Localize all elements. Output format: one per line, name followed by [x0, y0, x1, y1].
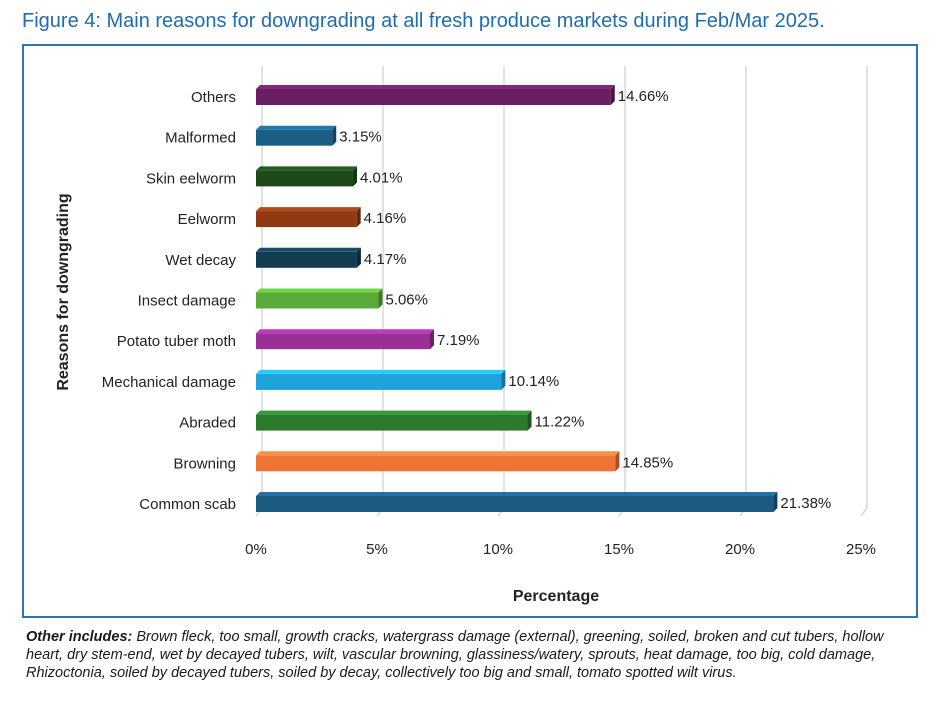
category-label: Common scab: [139, 496, 236, 513]
bar: [256, 333, 430, 350]
value-label: 4.17%: [364, 251, 407, 268]
bar: [256, 455, 616, 472]
bar-top: [256, 166, 358, 171]
x-tick-label: 15%: [604, 541, 634, 558]
bar: [256, 414, 528, 431]
bar: [256, 373, 502, 390]
bar-end: [527, 410, 532, 431]
bar: [256, 292, 379, 309]
bar-top: [256, 125, 337, 130]
bar-end: [332, 125, 337, 146]
bar-top: [256, 247, 361, 252]
bar-end: [773, 492, 778, 512]
bar-top: [256, 492, 778, 496]
bar-end: [501, 369, 506, 390]
category-label: Eelworm: [178, 211, 236, 228]
category-label: Potato tuber moth: [117, 333, 236, 350]
category-label: Abraded: [179, 415, 236, 432]
category-label: Malformed: [165, 130, 236, 147]
x-tick-label: 25%: [846, 541, 876, 558]
x-tick-label: 10%: [483, 541, 513, 558]
bar-top: [256, 451, 620, 456]
bar: [256, 129, 333, 146]
bar: [256, 170, 354, 187]
value-label: 14.85%: [622, 454, 673, 471]
category-label: Skin eelworm: [146, 170, 236, 187]
footnote: Other includes: Brown fleck, too small, …: [26, 628, 906, 682]
bar: [256, 496, 774, 512]
bar-end: [378, 288, 383, 309]
x-axis-title: Percentage: [513, 588, 599, 605]
value-label: 10.14%: [508, 373, 559, 390]
value-label: 4.01%: [360, 169, 403, 186]
value-label: 14.66%: [618, 88, 669, 105]
gridline-foot: [860, 507, 868, 517]
category-label: Mechanical damage: [102, 374, 236, 391]
bar-chart: 0% 5% 10% 15% 20% 25% Others 14.66% Malformed 3.1…: [55, 66, 876, 605]
bar-top: [256, 369, 506, 374]
category-label: Wet decay: [165, 252, 236, 269]
x-tick-label: 0%: [245, 541, 267, 558]
bar-end: [610, 85, 615, 105]
x-tick-label: 20%: [725, 541, 755, 558]
bar: [256, 251, 357, 268]
value-label: 11.22%: [535, 414, 585, 431]
bar-top: [256, 85, 615, 89]
value-label: 21.38%: [780, 495, 831, 512]
bar-top: [256, 207, 361, 212]
bar-end: [429, 329, 434, 350]
value-label: 3.15%: [339, 129, 382, 146]
bar-top: [256, 410, 532, 415]
chart-frame: 0% 5% 10% 15% 20% 25% Others 14.66% Malformed 3.1…: [22, 44, 918, 618]
bar: [256, 89, 611, 105]
bar-end: [353, 166, 358, 187]
figure-title: Figure 4: Main reasons for downgrading a…: [22, 10, 825, 32]
bar-top: [256, 329, 434, 334]
value-label: 7.19%: [437, 332, 480, 349]
footnote-text: Brown fleck, too small, growth cracks, w…: [26, 629, 884, 681]
bar-end: [615, 451, 620, 472]
bar-top: [256, 288, 383, 293]
bar-end: [356, 247, 361, 268]
value-label: 4.16%: [364, 210, 407, 227]
value-label: 5.06%: [385, 292, 428, 309]
bars: [256, 85, 778, 512]
labels: 0% 5% 10% 15% 20% 25% Others 14.66% Malformed 3.1…: [102, 88, 876, 558]
y-axis-title: Reasons for downgrading: [55, 193, 72, 390]
bar: [256, 211, 357, 228]
footnote-label: Other includes:: [26, 629, 133, 645]
bar-end: [356, 207, 361, 228]
x-tick-label: 5%: [366, 541, 388, 558]
category-label: Browning: [173, 455, 236, 472]
category-label: Insect damage: [138, 293, 236, 310]
category-label: Others: [191, 89, 236, 106]
